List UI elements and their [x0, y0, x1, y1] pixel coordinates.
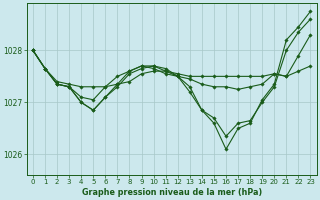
- X-axis label: Graphe pression niveau de la mer (hPa): Graphe pression niveau de la mer (hPa): [82, 188, 262, 197]
